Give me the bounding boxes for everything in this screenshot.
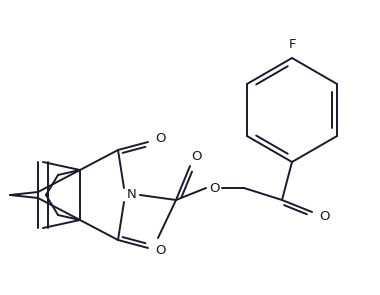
Text: O: O	[209, 181, 219, 194]
Text: O: O	[191, 150, 201, 163]
Text: O: O	[156, 245, 166, 258]
Text: F: F	[288, 39, 296, 52]
Text: O: O	[156, 132, 166, 145]
Text: O: O	[320, 209, 330, 222]
Text: N: N	[127, 189, 137, 201]
